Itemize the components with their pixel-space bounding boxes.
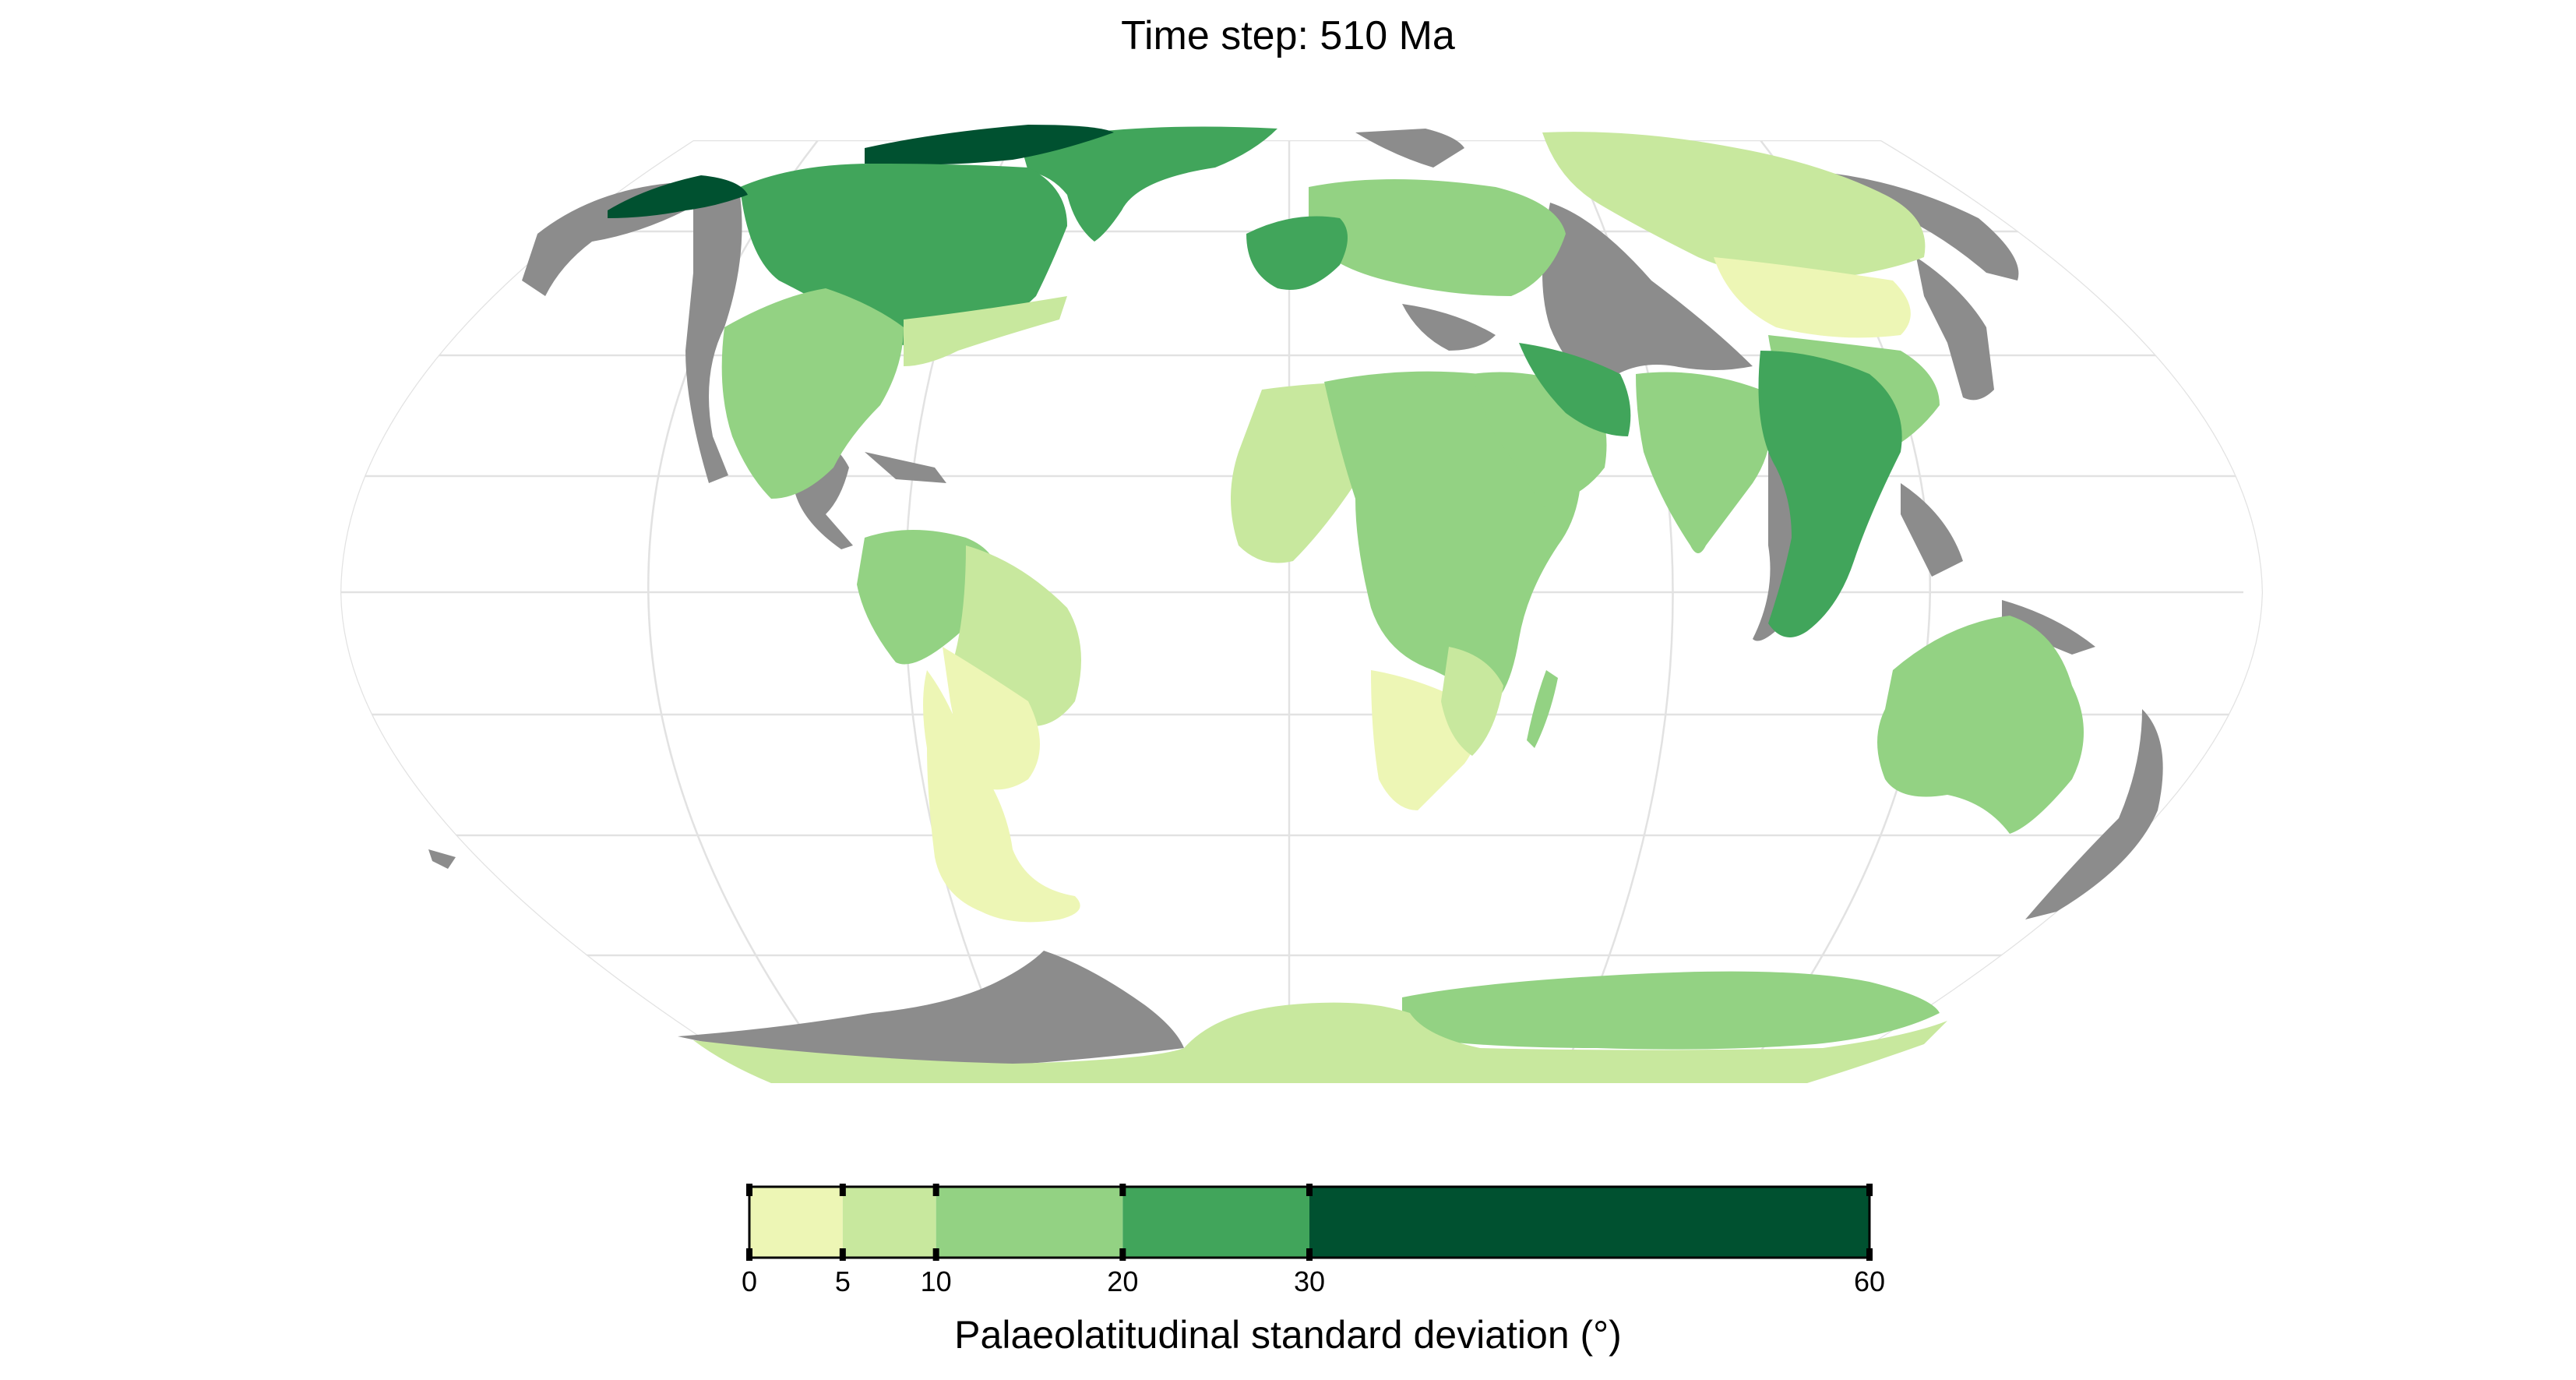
legend-tick-label: 0 [741, 1265, 758, 1297]
region-patagonia [923, 670, 1080, 923]
nodata-west-antarctica [678, 951, 1184, 1068]
map-title: Time step: 510 Ma [1121, 13, 1455, 58]
nodata-indonesia [1901, 483, 1963, 577]
legend-tick-mark [746, 1184, 752, 1196]
region-europe [1309, 179, 1566, 296]
legend-tick-label: 10 [920, 1265, 952, 1297]
legend-title: Palaeolatitudinal standard deviation (°) [954, 1313, 1622, 1357]
legend-tick-mark [839, 1248, 846, 1261]
legend-tick-mark [932, 1184, 939, 1196]
nodata-caribbean [865, 452, 946, 483]
legend-bin-4 [1309, 1187, 1869, 1258]
region-western-north-america [721, 288, 904, 499]
legend-bin-0 [749, 1187, 843, 1258]
region-mongolia [1714, 257, 1911, 338]
region-south-america-north [857, 530, 999, 665]
region-antarctica-east [1402, 971, 1940, 1050]
region-madagascar [1527, 670, 1558, 748]
region-india [1636, 372, 1771, 553]
nodata-western-cordillera [685, 187, 742, 483]
nodata-kamchatka [1916, 257, 1994, 401]
region-scandinavia [1246, 216, 1348, 290]
legend-tick-mark [1306, 1248, 1313, 1261]
land-regions [608, 125, 2084, 1083]
legend-bin-3 [1122, 1187, 1309, 1258]
nodata-new-zealand [2025, 709, 2163, 919]
legend-bin-1 [842, 1187, 936, 1258]
legend-tick-mark [1306, 1184, 1313, 1196]
region-australia [1877, 616, 2084, 834]
legend-colorbar [746, 1184, 1873, 1261]
region-south-east-asia [1758, 351, 1902, 637]
legend-tick-mark [1119, 1248, 1126, 1261]
region-north-asia [1542, 132, 1926, 281]
legend-tick-mark [932, 1248, 939, 1261]
region-antarctica-main [693, 1002, 1947, 1083]
legend-tick-label: 5 [834, 1265, 851, 1297]
region-middle-east [1519, 343, 1631, 436]
nodata-caspian [1402, 304, 1496, 351]
region-greenland-dark [865, 125, 1114, 165]
region-east-africa [1441, 647, 1503, 756]
legend-bin-2 [936, 1187, 1123, 1258]
legend-tick-label: 30 [1293, 1265, 1326, 1297]
nodata-new-guinea [2002, 600, 2095, 655]
nodata-arctic-europe [1355, 129, 1464, 168]
nodata-sub-antarctic [428, 849, 456, 869]
legend-tick-label: 20 [1107, 1265, 1139, 1297]
legend-tick-mark [1866, 1248, 1873, 1261]
legend-tick-mark [746, 1248, 752, 1261]
no-data-areas [428, 129, 2163, 1068]
region-greenland [1020, 126, 1277, 242]
legend-tick-label: 60 [1853, 1265, 1886, 1297]
graticule-outline [340, 140, 2263, 1083]
legend-tick-mark [1119, 1184, 1126, 1196]
nodata-central-asia [1542, 203, 1753, 390]
legend-tick-mark [839, 1184, 846, 1196]
region-eastern-seaboard [904, 296, 1067, 366]
legend-tick-mark [1866, 1184, 1873, 1196]
region-alaska-dark [608, 175, 748, 218]
